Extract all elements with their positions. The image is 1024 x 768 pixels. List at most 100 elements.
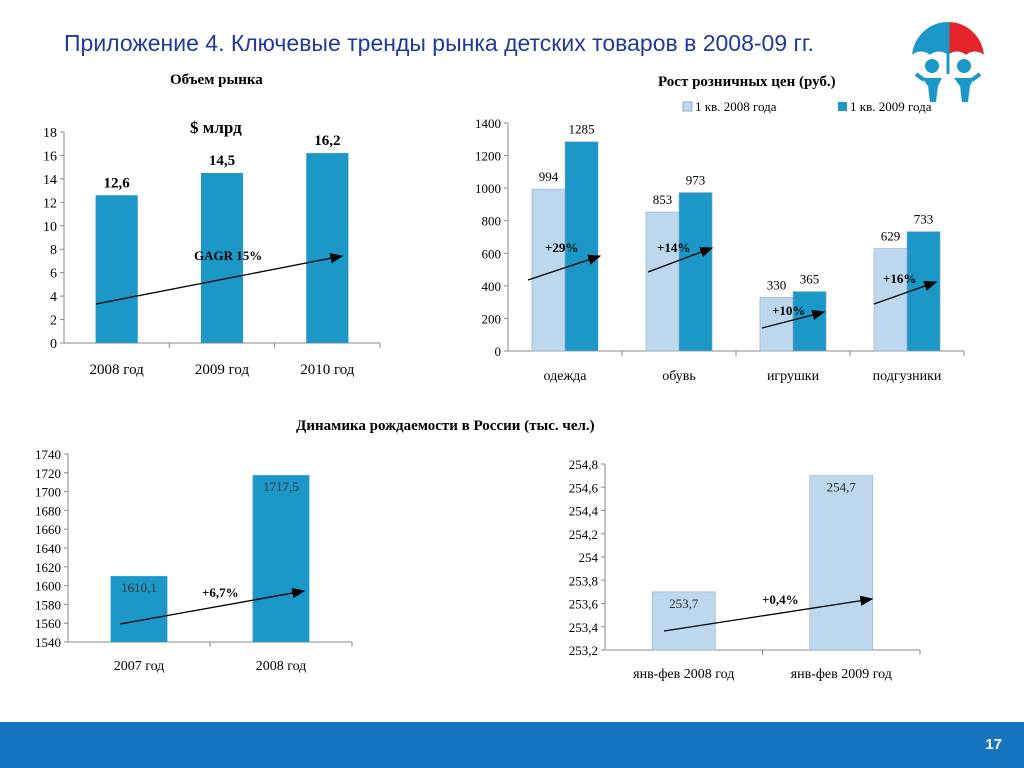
bar-births_q bbox=[651, 591, 716, 651]
trend-arrow-market bbox=[95, 253, 344, 305]
trend-arrow-prices bbox=[647, 247, 714, 273]
bar-market bbox=[95, 195, 138, 343]
y-tick-label-births_q: 254,8 bbox=[569, 457, 598, 472]
trend-arrow-births bbox=[119, 587, 306, 625]
y-tick-label-births: 1600 bbox=[35, 579, 61, 594]
y-tick-label-prices: 1200 bbox=[475, 149, 501, 164]
y-tick-label-market: 2 bbox=[50, 314, 57, 329]
y-tick-label-prices: 1400 bbox=[475, 116, 501, 131]
bar-prices bbox=[645, 211, 680, 352]
y-tick-label-births: 1640 bbox=[35, 541, 61, 556]
data-label-prices: 853 bbox=[653, 192, 673, 207]
y-tick-label-births: 1740 bbox=[35, 447, 61, 462]
y-tick-label-prices: 200 bbox=[482, 311, 502, 326]
legend-label-2009: 1 кв. 2009 года bbox=[850, 99, 932, 114]
data-label-prices: 994 bbox=[539, 169, 559, 184]
y-tick-label-births: 1620 bbox=[35, 560, 61, 575]
legend-swatch-2008 bbox=[682, 101, 693, 112]
bar-market bbox=[306, 153, 349, 343]
y-tick-label-market: 18 bbox=[43, 126, 57, 141]
y-tick-label-births_q: 253,8 bbox=[569, 573, 598, 588]
y-tick-label-births: 1560 bbox=[35, 616, 61, 631]
y-tick-label-market: 4 bbox=[50, 290, 57, 305]
y-tick-label-births: 1680 bbox=[35, 503, 61, 518]
y-tick-label-prices: 600 bbox=[482, 246, 502, 261]
legend-swatch-2009 bbox=[838, 102, 847, 111]
y-tick-label-births: 1540 bbox=[35, 635, 61, 650]
y-tick-label-births_q: 254 bbox=[579, 550, 599, 565]
y-tick-label-market: 10 bbox=[43, 220, 57, 235]
x-tick-label-prices: обувь bbox=[662, 369, 696, 384]
heading-birth-rate: Динамика рождаемости в России (тыс. чел.… bbox=[296, 418, 595, 434]
x-tick-label-prices: игрушки bbox=[767, 369, 820, 384]
data-label-prices: 365 bbox=[800, 272, 820, 287]
bar-prices bbox=[873, 248, 908, 352]
y-tick-label-prices: 400 bbox=[482, 279, 502, 294]
page-title: Приложение 4. Ключевые тренды рынка детс… bbox=[64, 30, 814, 56]
y-tick-label-births: 1660 bbox=[35, 522, 61, 537]
y-tick-label-births_q: 253,4 bbox=[569, 620, 599, 635]
data-label-market: 12,6 bbox=[104, 175, 131, 191]
y-tick-label-births_q: 254,4 bbox=[569, 504, 599, 519]
y-tick-label-prices: 800 bbox=[482, 214, 502, 229]
y-tick-label-births: 1720 bbox=[35, 466, 61, 481]
x-tick-label-births_q: янв-фев 2009 год bbox=[791, 667, 892, 682]
trend-arrow-births-q bbox=[663, 595, 874, 632]
bar-prices bbox=[531, 188, 566, 352]
bar-births_q bbox=[809, 475, 874, 651]
footer-bar: 17 bbox=[0, 722, 1024, 768]
x-tick-label-births: 2007 год bbox=[114, 659, 165, 674]
x-tick-label-births: 2008 год bbox=[256, 659, 307, 674]
data-label-prices: 330 bbox=[767, 277, 787, 292]
y-tick-label-births: 1700 bbox=[35, 485, 61, 500]
page-number: 17 bbox=[985, 736, 1002, 753]
data-label-prices: 629 bbox=[881, 229, 901, 244]
data-label-prices: 973 bbox=[686, 173, 706, 188]
bar-births bbox=[252, 475, 310, 642]
data-label-births_q: 254,7 bbox=[827, 480, 857, 495]
bar-market bbox=[200, 173, 244, 343]
data-label-births: 1717,5 bbox=[263, 479, 299, 494]
x-tick-label-market: 2010 год bbox=[300, 362, 355, 378]
y-tick-label-market: 8 bbox=[50, 243, 57, 258]
annotation-prices: +16% bbox=[883, 271, 916, 286]
y-tick-label-prices: 0 bbox=[495, 344, 502, 359]
annotation-births: +6,7% bbox=[202, 585, 239, 600]
data-label-births: 1610,1 bbox=[121, 580, 157, 595]
y-tick-label-market: 6 bbox=[50, 267, 57, 282]
y-tick-label-market: 12 bbox=[43, 196, 57, 211]
annotation-prices: +29% bbox=[545, 240, 578, 255]
data-label-prices: 733 bbox=[914, 212, 934, 227]
annotation-market: GAGR 15% bbox=[194, 248, 262, 263]
unit-label-market: $ млрд bbox=[190, 118, 242, 137]
y-tick-label-market: 14 bbox=[43, 173, 57, 188]
y-tick-label-births: 1580 bbox=[35, 597, 61, 612]
annotation-prices: +14% bbox=[657, 240, 690, 255]
y-tick-label-market: 0 bbox=[50, 337, 57, 352]
trend-arrow-prices bbox=[761, 309, 826, 329]
y-tick-label-births_q: 254,2 bbox=[569, 527, 598, 542]
y-tick-label-births_q: 254,6 bbox=[569, 480, 599, 495]
x-tick-label-prices: одежда bbox=[544, 369, 588, 384]
x-tick-label-prices: подгузники bbox=[873, 369, 942, 384]
bar-prices bbox=[678, 192, 713, 352]
annotation-births-q: +0,4% bbox=[762, 592, 799, 607]
data-label-market: 14,5 bbox=[209, 153, 235, 169]
x-tick-label-market: 2009 год bbox=[195, 362, 250, 378]
umbrella-children-logo-icon bbox=[911, 21, 985, 102]
data-label-prices: 1285 bbox=[569, 122, 595, 137]
y-tick-label-prices: 1000 bbox=[475, 181, 501, 196]
data-label-market: 16,2 bbox=[314, 133, 340, 149]
trend-arrow-prices bbox=[527, 254, 602, 281]
x-tick-label-births_q: янв-фев 2008 год bbox=[633, 667, 734, 682]
y-tick-label-births_q: 253,2 bbox=[569, 643, 598, 658]
y-tick-label-births_q: 253,6 bbox=[569, 597, 599, 612]
bar-prices bbox=[906, 231, 941, 352]
annotation-prices: +10% bbox=[772, 303, 805, 318]
trend-arrow-prices bbox=[873, 281, 938, 305]
y-tick-label-market: 16 bbox=[43, 149, 57, 164]
data-label-births_q: 253,7 bbox=[669, 596, 699, 611]
bar-prices bbox=[792, 291, 827, 352]
legend-label-2008: 1 кв. 2008 года bbox=[695, 99, 777, 114]
